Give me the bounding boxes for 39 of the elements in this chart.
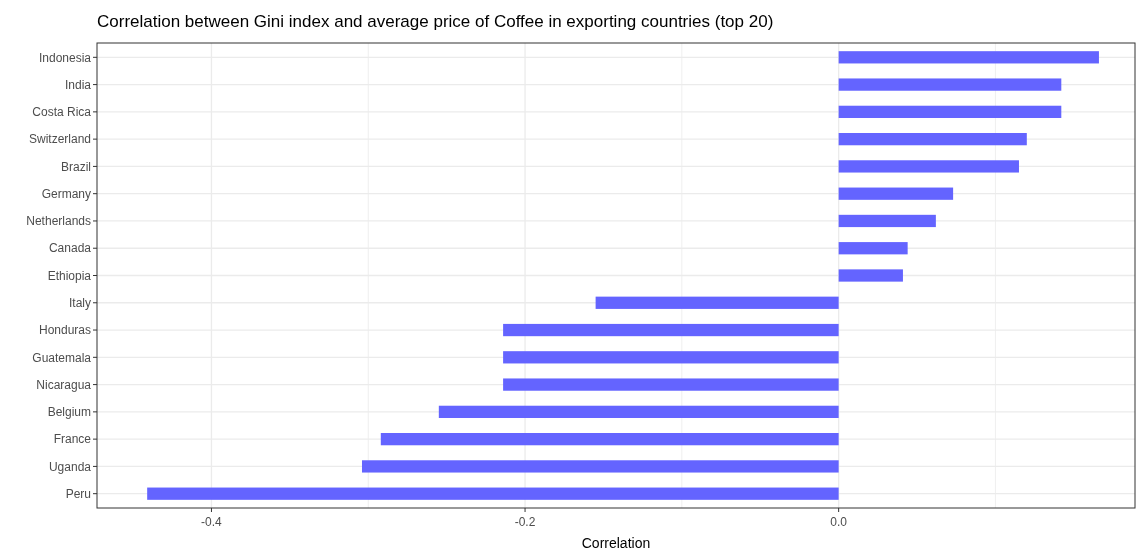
y-tick-label: Germany — [41, 186, 91, 201]
bar — [838, 51, 1099, 64]
y-tick-label: Netherlands — [26, 214, 91, 229]
bar — [147, 487, 839, 500]
bar — [838, 160, 1019, 173]
bar — [595, 296, 839, 309]
y-tick-label: Honduras — [38, 323, 91, 338]
y-tick-label: Belgium — [47, 405, 91, 420]
bar — [838, 105, 1062, 118]
bar — [838, 269, 903, 282]
y-tick-label: Brazil — [60, 159, 91, 174]
x-tick-label: -0.4 — [201, 515, 223, 529]
bar — [380, 433, 839, 446]
y-tick-label: Uganda — [48, 459, 92, 474]
bar — [361, 460, 839, 473]
bar — [503, 323, 839, 337]
y-tick-label: Canada — [48, 241, 92, 256]
y-tick-label: India — [64, 77, 92, 92]
bar — [838, 78, 1062, 91]
bar — [838, 214, 936, 228]
y-tick-label: Ethiopia — [47, 268, 92, 283]
y-tick-label: Nicaragua — [36, 377, 92, 392]
x-tick-label: -0.2 — [514, 515, 536, 529]
y-tick-label: Peru — [65, 486, 91, 501]
y-tick-label: Switzerland — [28, 132, 91, 147]
y-tick-label: Italy — [68, 295, 91, 310]
x-axis-title: Correlation — [581, 535, 651, 551]
y-tick-label: Costa Rica — [32, 105, 92, 120]
bar — [838, 242, 908, 255]
bar — [838, 187, 954, 200]
bar — [503, 351, 839, 364]
bar — [838, 133, 1027, 146]
y-tick-label: Guatemala — [32, 350, 92, 365]
chart-title: Correlation between Gini index and average price of Coffee in exporting countries (top 20) — [97, 12, 774, 31]
bar — [438, 405, 839, 418]
y-tick-label: France — [53, 432, 92, 447]
x-tick-label: 0.0 — [830, 515, 848, 529]
bar — [503, 378, 839, 391]
y-tick-label: Indonesia — [38, 50, 92, 65]
